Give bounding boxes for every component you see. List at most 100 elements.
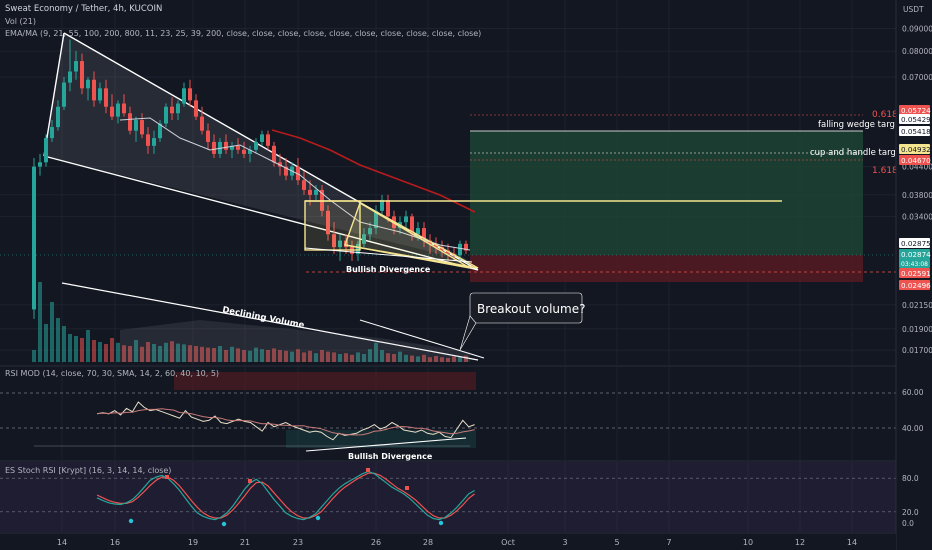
price-tick-label: 0.02150: [902, 301, 932, 310]
candle-body: [158, 123, 162, 139]
time-tick-label: 19: [188, 538, 198, 547]
price-badge-bg: [899, 249, 930, 259]
price-badge-bg: [899, 268, 930, 278]
candle: [164, 103, 168, 128]
volume-bar: [32, 350, 36, 362]
candle: [302, 171, 306, 195]
candle: [38, 153, 42, 176]
candle-body: [326, 210, 330, 235]
candle-body: [152, 138, 156, 146]
volume-bar: [428, 357, 432, 362]
price-pane[interactable]: Bullish Divergence falling wedge target cu…: [0, 32, 905, 319]
candle-body: [410, 216, 414, 235]
volume-bar: [134, 340, 138, 362]
candle-body: [356, 243, 360, 254]
volume-bar: [170, 341, 174, 362]
price-tick-label: 0.08000: [902, 47, 932, 56]
candle-body: [176, 103, 180, 114]
candle-body: [56, 106, 60, 128]
candle-body: [206, 130, 210, 142]
price-badge-label: 0.05429: [901, 115, 931, 124]
candle-body: [248, 149, 252, 154]
price-axis-badge: 0.05724: [899, 105, 931, 115]
stoch-buy-dot: [221, 521, 227, 527]
volume-bar: [104, 344, 108, 362]
stoch-tick-label: 0.0: [902, 519, 914, 528]
candle-body: [194, 100, 198, 117]
candle-body: [464, 243, 468, 251]
volume-bar: [290, 351, 294, 362]
volume-bar: [254, 347, 258, 362]
candle-body: [458, 243, 462, 256]
candle-body: [182, 88, 186, 104]
volume-bar: [314, 353, 318, 362]
price-tick-label: 0.04400: [902, 163, 932, 172]
price-badge-label: 03:43:08: [901, 261, 928, 268]
candle-body: [302, 180, 306, 190]
volume-legend[interactable]: Vol (21): [5, 17, 36, 26]
candle: [236, 138, 240, 154]
volume-bar: [164, 342, 168, 362]
candle-body: [260, 134, 264, 142]
volume-bar: [458, 357, 462, 362]
candle: [44, 134, 48, 167]
volume-bar: [344, 353, 348, 362]
candle-body: [254, 141, 258, 150]
price-tick-label: 0.09000: [902, 24, 932, 33]
candle-body: [272, 145, 276, 163]
time-axis[interactable]: 14 16 19 21 23 26 28 Oct 3 5 7 10 12 14: [0, 534, 896, 550]
candle: [116, 100, 120, 124]
stoch-rsi-pane[interactable]: [0, 462, 896, 532]
time-tick-label: 3: [562, 538, 567, 547]
rsi-legend[interactable]: RSI MOD (14, close, 70, 30, SMA, 14, 2, …: [5, 369, 220, 378]
candle: [62, 76, 66, 110]
volume-bar: [434, 356, 438, 362]
candle: [230, 141, 234, 159]
volume-bar: [272, 348, 276, 362]
candle: [104, 79, 108, 114]
rsi-pane[interactable]: Bullish Divergence: [0, 372, 896, 461]
time-tick-label: 26: [371, 538, 381, 547]
candle: [188, 79, 192, 107]
candle-body: [68, 71, 72, 83]
volume-bar: [296, 349, 300, 362]
candle: [386, 194, 390, 223]
rsi-overbought-zone: [174, 372, 476, 390]
volume-bar: [176, 343, 180, 362]
candle-body: [416, 228, 420, 235]
stoch-buy-dot: [315, 515, 321, 521]
candle: [260, 130, 264, 146]
volume-bar: [194, 346, 198, 362]
candle-body: [116, 103, 120, 117]
time-tick-label: 14: [847, 538, 857, 547]
candle: [248, 145, 252, 163]
volume-bar: [446, 358, 450, 362]
stoch-legend[interactable]: ES Stoch RSI [Krypt] (16, 3, 14, 14, clo…: [5, 466, 172, 475]
candle: [122, 94, 126, 117]
candle: [134, 116, 138, 142]
price-badge-bg: [899, 105, 930, 115]
candle: [56, 100, 60, 131]
ma-short-line: [119, 117, 471, 251]
volume-bar: [44, 324, 48, 362]
time-tick-label: 21: [240, 538, 250, 547]
symbol-title[interactable]: Sweat Economy / Tether, 4h, KUCOIN: [5, 4, 163, 14]
fib-1618-label: 1.618: [872, 166, 898, 176]
price-badge-label: 0.04932: [901, 145, 931, 154]
price-badge-label: 0.02591: [901, 269, 931, 278]
volume-bar: [374, 342, 378, 362]
candle-body: [44, 138, 48, 163]
candle: [332, 222, 336, 254]
long-position-stop-zone: [470, 255, 863, 282]
candle-body: [98, 88, 102, 101]
volume-bar: [464, 355, 468, 362]
candle-body: [74, 61, 78, 72]
price-axis[interactable]: USDT 0.09000 0.08000 0.07000 0.04400 0.03800 0…: [895, 0, 932, 550]
candle: [80, 53, 84, 95]
candle-body: [296, 166, 300, 181]
candle: [200, 106, 204, 135]
ema-legend[interactable]: EMA/MA (9, 21, 55, 100, 200, 800, 11, 23…: [5, 29, 482, 38]
price-badge-bg: [899, 258, 930, 268]
price-badge-bg: [899, 144, 930, 154]
